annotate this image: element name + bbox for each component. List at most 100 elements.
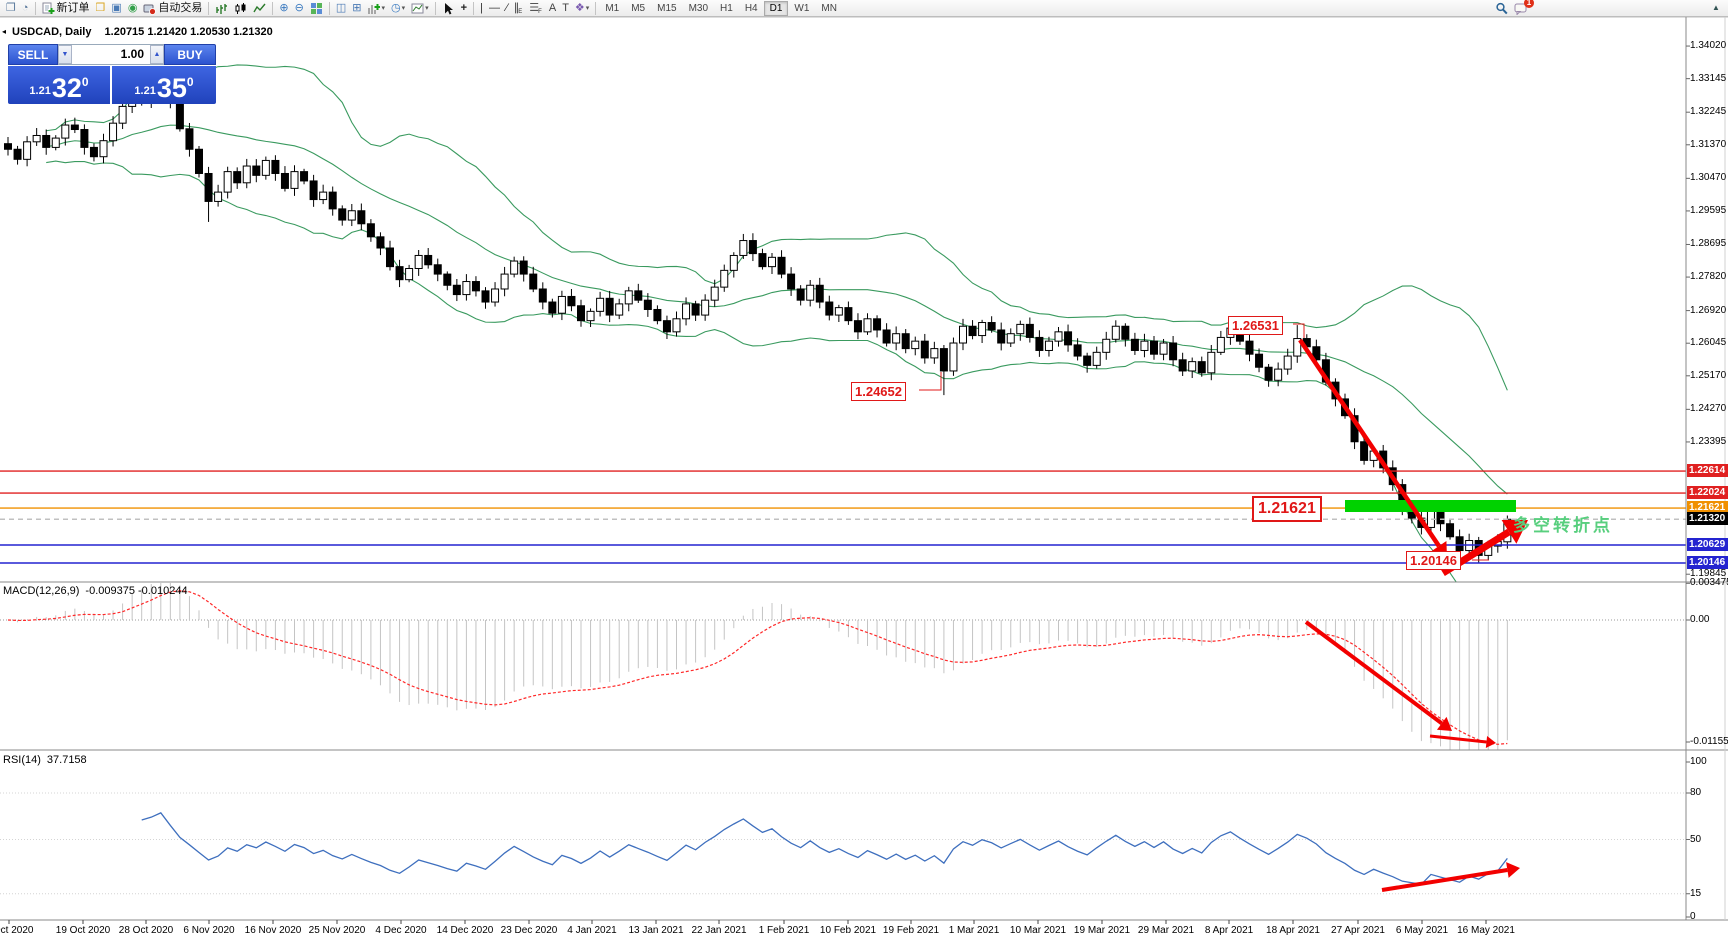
text-label-icon[interactable]: T xyxy=(562,1,569,14)
zoom-in-icon[interactable]: ⊕ xyxy=(279,1,289,14)
horizontal-line-icon[interactable]: — xyxy=(488,1,500,14)
market-watch-icon[interactable]: ◔ xyxy=(21,1,29,14)
timeframe-h4[interactable]: H4 xyxy=(744,2,758,14)
sell-price-display[interactable]: 1.21 32 0 xyxy=(8,66,110,104)
price-tick: 1.23395 xyxy=(1690,435,1727,447)
new-order-button[interactable]: 新订单 xyxy=(39,1,93,16)
chart-title: USDCAD, Daily 1.20715 1.21420 1.20530 1.… xyxy=(12,26,273,38)
turning-point-annotation[interactable]: 多空转折点 xyxy=(1513,516,1613,535)
volume-input[interactable]: 1.00 xyxy=(120,47,144,61)
line-chart-icon[interactable] xyxy=(250,1,269,16)
vertical-line-icon[interactable]: | xyxy=(480,1,483,14)
timeframe-m30[interactable]: M30 xyxy=(688,2,709,14)
toolbar-separator xyxy=(34,1,36,15)
date-tick: 19 Mar 2021 xyxy=(1073,925,1131,936)
buy-price-big: 35 xyxy=(156,73,187,103)
crosshair-icon[interactable]: + xyxy=(460,1,468,14)
buy-price-sup: 0 xyxy=(186,75,194,89)
date-tick: 25 Nov 2020 xyxy=(308,925,366,936)
volume-increase-button[interactable]: ▲ xyxy=(150,45,164,64)
autotrade-button[interactable]: 自动交易 xyxy=(140,1,205,16)
chart-symbol-label: USDCAD, Daily xyxy=(12,26,92,38)
volume-box: ▼ 1.00 ▲ xyxy=(58,44,164,65)
price-tick: 1.25170 xyxy=(1690,369,1727,381)
trendline-icon[interactable]: ∕ xyxy=(505,1,508,14)
date-tick: 16 May 2021 xyxy=(1457,925,1515,936)
timeframe-group: M1 M5 M15 M30 H1 H4 D1 W1 MN xyxy=(599,0,843,16)
price-callout-label[interactable]: 1.20146 xyxy=(1406,551,1461,570)
buy-price-small: 1.21 xyxy=(134,85,156,97)
sell-button[interactable]: SELL xyxy=(8,44,58,65)
timeframe-mn[interactable]: MN xyxy=(821,2,837,14)
templates-button[interactable]: ▾ xyxy=(408,1,432,16)
date-tick: 10 Mar 2021 xyxy=(1009,925,1067,936)
rsi-tick: 50 xyxy=(1690,833,1702,845)
rsi-tick: 0 xyxy=(1690,911,1696,922)
chart-window-icon[interactable]: ❐ xyxy=(6,1,16,14)
fibonacci-icon[interactable]: ☰ F xyxy=(529,1,542,15)
chart-ohlc-values: 1.20715 1.21420 1.20530 1.21320 xyxy=(104,26,273,38)
sell-price-sup: 0 xyxy=(81,75,89,89)
sell-price-big: 32 xyxy=(51,73,82,103)
price-callout-label[interactable]: 1.21621 xyxy=(1252,496,1322,522)
sell-price-small: 1.21 xyxy=(29,85,51,97)
text-icon[interactable]: A xyxy=(548,1,557,14)
date-tick: 10 Feb 2021 xyxy=(819,925,877,936)
arrange-windows-icon[interactable]: ◫ xyxy=(335,1,347,14)
cursor-icon[interactable] xyxy=(439,1,458,16)
price-tick: 1.19845 xyxy=(1690,568,1727,580)
rsi-tick: 15 xyxy=(1690,887,1702,899)
timeframe-h1[interactable]: H1 xyxy=(720,2,733,14)
periods-button[interactable]: ◷ ▾ xyxy=(391,1,406,14)
chat-icon[interactable]: 1 xyxy=(1511,0,1534,16)
price-tick: 1.30470 xyxy=(1690,172,1727,184)
date-tick: 4 Dec 2020 xyxy=(375,925,427,936)
arrows-stamp-icon[interactable]: ❖ ▾ xyxy=(574,1,590,14)
price-tick: 1.31370 xyxy=(1690,138,1727,150)
one-click-trade-panel: SELL ▼ 1.00 ▲ BUY 1.21 32 0 1.21 35 0 xyxy=(8,44,216,104)
bar-chart-icon[interactable] xyxy=(212,1,231,16)
rsi-value: 37.7158 xyxy=(46,754,87,766)
date-tick: 23 Dec 2020 xyxy=(500,925,558,936)
price-badge: 1.20629 xyxy=(1687,538,1728,551)
price-tick: 1.34020 xyxy=(1690,40,1727,52)
timeframe-m1[interactable]: M1 xyxy=(605,2,620,14)
price-tick: 1.27820 xyxy=(1690,271,1727,283)
equidistant-channel-icon[interactable]: ∥ E xyxy=(513,1,523,15)
tile-windows-icon[interactable] xyxy=(307,1,326,16)
macd-tick: -0.01155 xyxy=(1690,736,1728,747)
candlestick-icon[interactable] xyxy=(231,1,250,16)
price-badge: 1.21621 xyxy=(1687,501,1728,515)
price-tick: 1.24270 xyxy=(1690,403,1727,415)
toolbar-separator xyxy=(595,1,597,15)
timeframe-m5[interactable]: M5 xyxy=(631,2,646,14)
toolbar-separator xyxy=(208,1,210,15)
history-center-icon[interactable]: ❒ xyxy=(95,1,106,14)
volume-decrease-button[interactable]: ▼ xyxy=(58,45,72,64)
date-tick: 13 Jan 2021 xyxy=(628,925,684,936)
date-tick: 6 May 2021 xyxy=(1395,925,1449,936)
indicators-button[interactable]: ▾ xyxy=(364,1,388,16)
date-tick: 27 Apr 2021 xyxy=(1331,925,1385,936)
search-icon[interactable] xyxy=(1492,1,1511,16)
buy-button[interactable]: BUY xyxy=(164,44,216,65)
timeframe-w1[interactable]: W1 xyxy=(794,2,810,14)
price-tick: 1.33145 xyxy=(1690,72,1727,84)
chart-collapse-icon[interactable]: ◂ xyxy=(2,27,7,36)
toolbar-separator xyxy=(473,1,475,15)
price-callout-label[interactable]: 1.26531 xyxy=(1228,316,1283,335)
buy-price-display[interactable]: 1.21 35 0 xyxy=(112,66,216,104)
timeframe-d1[interactable]: D1 xyxy=(763,0,789,16)
cascade-windows-icon[interactable]: ⊞ xyxy=(352,1,362,14)
macd-values: -0.009375 -0.010244 xyxy=(85,585,188,597)
toolbar-collapse-icon[interactable]: ▲ xyxy=(1712,3,1720,12)
zoom-out-icon[interactable]: ⊖ xyxy=(294,1,304,14)
terminal-icon[interactable]: ▣ xyxy=(111,1,122,14)
timeframe-m15[interactable]: M15 xyxy=(657,2,677,14)
signals-icon[interactable]: ◉ xyxy=(127,1,138,14)
notification-badge: 1 xyxy=(1524,0,1534,8)
price-tick: 1.26920 xyxy=(1690,304,1727,316)
rsi-label: RSI(14) 37.7158 xyxy=(3,754,93,766)
price-callout-label[interactable]: 1.24652 xyxy=(851,382,906,401)
